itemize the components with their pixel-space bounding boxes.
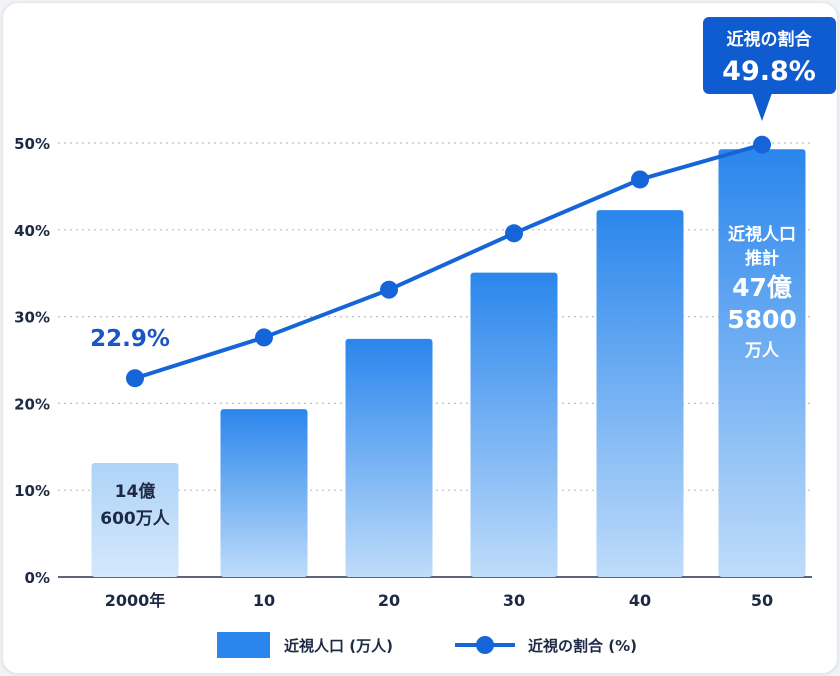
x-tick-label: 10: [253, 591, 275, 610]
line-series: [133, 142, 764, 381]
y-tick-label: 20%: [14, 395, 50, 413]
first-point-label: 22.9%: [90, 326, 170, 352]
line-point: [631, 170, 649, 189]
bar: [345, 338, 433, 577]
x-tick-label: 20: [378, 591, 400, 610]
last-bar-label-line5: 万人: [744, 341, 780, 361]
callout-title: 近視の割合: [727, 29, 813, 50]
legend-line-marker: [476, 636, 494, 654]
line-point: [505, 224, 523, 243]
x-axis-ticks: 2000年 10 20 30 40 50: [105, 591, 773, 610]
grid-lines: [58, 142, 812, 491]
bar: [470, 272, 558, 577]
legend-bar-label: 近視人口 (万人): [284, 637, 393, 655]
y-tick-label: 10%: [14, 482, 50, 500]
callout-value: 49.8%: [722, 56, 816, 87]
last-bar-label-line1: 近視人口: [728, 224, 796, 245]
bar-series: [91, 149, 806, 577]
y-tick-label: 30%: [14, 309, 50, 327]
legend-line-label: 近視の割合 (%): [528, 637, 637, 655]
x-tick-label: 30: [503, 591, 525, 610]
line-point: [126, 369, 144, 388]
last-bar-label-line2: 推計: [745, 248, 779, 269]
bar: [718, 149, 806, 577]
line-point: [380, 280, 398, 299]
last-bar-label-line4: 5800: [727, 305, 797, 334]
ratio-callout: 近視の割合 49.8%: [703, 17, 836, 121]
x-tick-label: 40: [629, 591, 651, 610]
line-point: [753, 135, 771, 154]
y-axis-ticks: 0% 10% 20% 30% 40% 50%: [14, 135, 50, 587]
first-bar-label-line1: 14億: [115, 481, 156, 502]
first-bar-label-line2: 600万人: [100, 509, 170, 529]
y-tick-label: 0%: [25, 569, 50, 587]
line-points: [126, 135, 771, 388]
bar: [220, 409, 308, 577]
bar: [596, 210, 684, 577]
legend: 近視人口 (万人) 近視の割合 (%): [217, 632, 637, 658]
bar: [91, 463, 179, 577]
y-tick-label: 50%: [14, 135, 50, 153]
last-bar-label-line3: 47億: [732, 273, 792, 302]
legend-bar-swatch: [217, 632, 270, 658]
line-point: [255, 328, 273, 347]
x-tick-label: 2000年: [105, 591, 166, 610]
y-tick-label: 40%: [14, 222, 50, 240]
x-tick-label: 50: [751, 591, 773, 610]
